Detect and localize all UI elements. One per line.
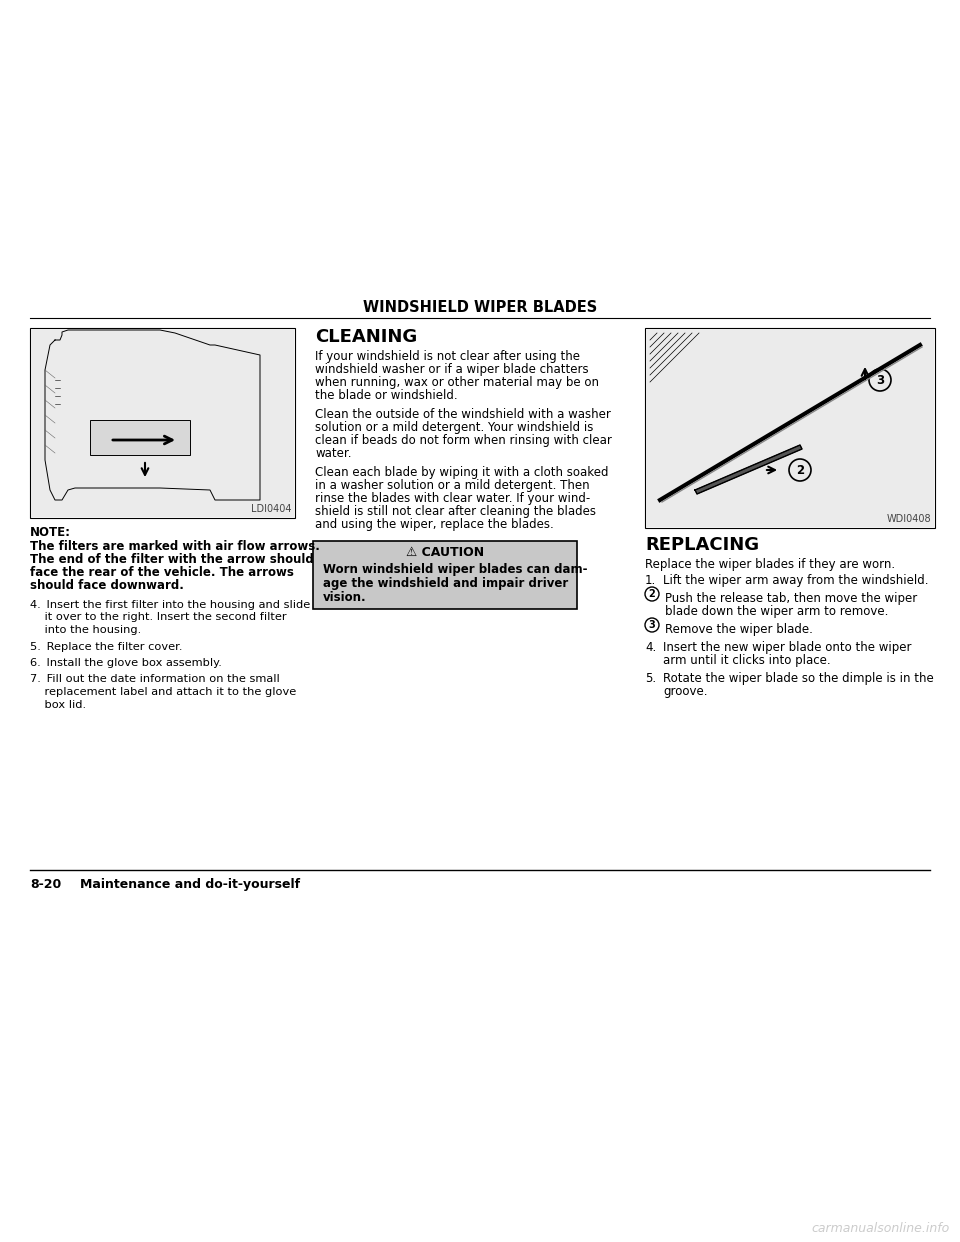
Text: vision.: vision. [323,591,367,604]
Text: blade down the wiper arm to remove.: blade down the wiper arm to remove. [665,605,888,619]
Text: REPLACING: REPLACING [645,537,759,554]
Text: NOTE:: NOTE: [30,527,71,539]
Text: clean if beads do not form when rinsing with clear: clean if beads do not form when rinsing … [315,433,612,447]
Text: WDI0408: WDI0408 [886,514,931,524]
Text: 7. Fill out the date information on the small: 7. Fill out the date information on the … [30,674,279,684]
Text: 4. Insert the first filter into the housing and slide: 4. Insert the first filter into the hous… [30,600,310,610]
Text: Lift the wiper arm away from the windshield.: Lift the wiper arm away from the windshi… [663,574,928,587]
Text: Worn windshield wiper blades can dam-: Worn windshield wiper blades can dam- [323,563,588,576]
Text: and using the wiper, replace the blades.: and using the wiper, replace the blades. [315,518,554,532]
Text: Clean each blade by wiping it with a cloth soaked: Clean each blade by wiping it with a clo… [315,466,609,479]
Text: 3: 3 [876,374,884,386]
Text: Insert the new wiper blade onto the wiper: Insert the new wiper blade onto the wipe… [663,641,911,655]
Text: replacement label and attach it to the glove: replacement label and attach it to the g… [30,687,297,697]
Text: 4.: 4. [645,641,657,655]
Text: ⚠ CAUTION: ⚠ CAUTION [406,546,484,559]
Polygon shape [695,445,802,494]
Text: solution or a mild detergent. Your windshield is: solution or a mild detergent. Your winds… [315,421,593,433]
Text: CLEANING: CLEANING [315,328,418,347]
Text: in a washer solution or a mild detergent. Then: in a washer solution or a mild detergent… [315,479,589,492]
Text: age the windshield and impair driver: age the windshield and impair driver [323,578,568,590]
Text: 5. Replace the filter cover.: 5. Replace the filter cover. [30,642,182,652]
Text: Remove the wiper blade.: Remove the wiper blade. [665,623,813,636]
Text: arm until it clicks into place.: arm until it clicks into place. [663,655,830,667]
Bar [31,329,294,517]
Text: water.: water. [315,447,351,460]
Text: The filters are marked with air flow arrows.: The filters are marked with air flow arr… [30,540,320,553]
Text: Push the release tab, then move the wiper: Push the release tab, then move the wipe… [665,592,917,605]
Bar [313,542,577,609]
Text: If your windshield is not clear after using the: If your windshield is not clear after us… [315,350,580,363]
Text: box lid.: box lid. [30,699,86,709]
Text: it over to the right. Insert the second filter: it over to the right. Insert the second … [30,612,287,622]
Bar [30,328,295,518]
Text: windshield washer or if a wiper blade chatters: windshield washer or if a wiper blade ch… [315,363,588,376]
Text: 3: 3 [649,620,656,630]
Text: 2: 2 [649,589,656,599]
Text: 6. Install the glove box assembly.: 6. Install the glove box assembly. [30,658,222,668]
Text: 5.: 5. [645,672,656,686]
Text: Maintenance and do-it-yourself: Maintenance and do-it-yourself [80,878,300,891]
Text: 2: 2 [796,463,804,477]
Text: Rotate the wiper blade so the dimple is in the: Rotate the wiper blade so the dimple is … [663,672,934,686]
Text: into the housing.: into the housing. [30,625,141,635]
Text: rinse the blades with clear water. If your wind-: rinse the blades with clear water. If yo… [315,492,590,505]
Text: when running, wax or other material may be on: when running, wax or other material may … [315,376,599,389]
Text: LDI0404: LDI0404 [251,504,291,514]
Text: Replace the wiper blades if they are worn.: Replace the wiper blades if they are wor… [645,558,895,571]
Text: shield is still not clear after cleaning the blades: shield is still not clear after cleaning… [315,505,596,518]
Text: 1.: 1. [645,574,657,587]
Text: should face downward.: should face downward. [30,579,184,592]
Text: WINDSHIELD WIPER BLADES: WINDSHIELD WIPER BLADES [363,301,597,315]
Text: Clean the outside of the windshield with a washer: Clean the outside of the windshield with… [315,409,611,421]
Text: The end of the filter with the arrow should: The end of the filter with the arrow sho… [30,553,314,566]
Bar [646,329,934,527]
Text: the blade or windshield.: the blade or windshield. [315,389,458,402]
Text: 8-20: 8-20 [30,878,61,891]
Bar [645,328,935,528]
Text: groove.: groove. [663,686,708,698]
Bar [90,420,190,455]
Text: face the rear of the vehicle. The arrows: face the rear of the vehicle. The arrows [30,566,294,579]
Text: carmanualsonline.info: carmanualsonline.info [812,1222,950,1235]
